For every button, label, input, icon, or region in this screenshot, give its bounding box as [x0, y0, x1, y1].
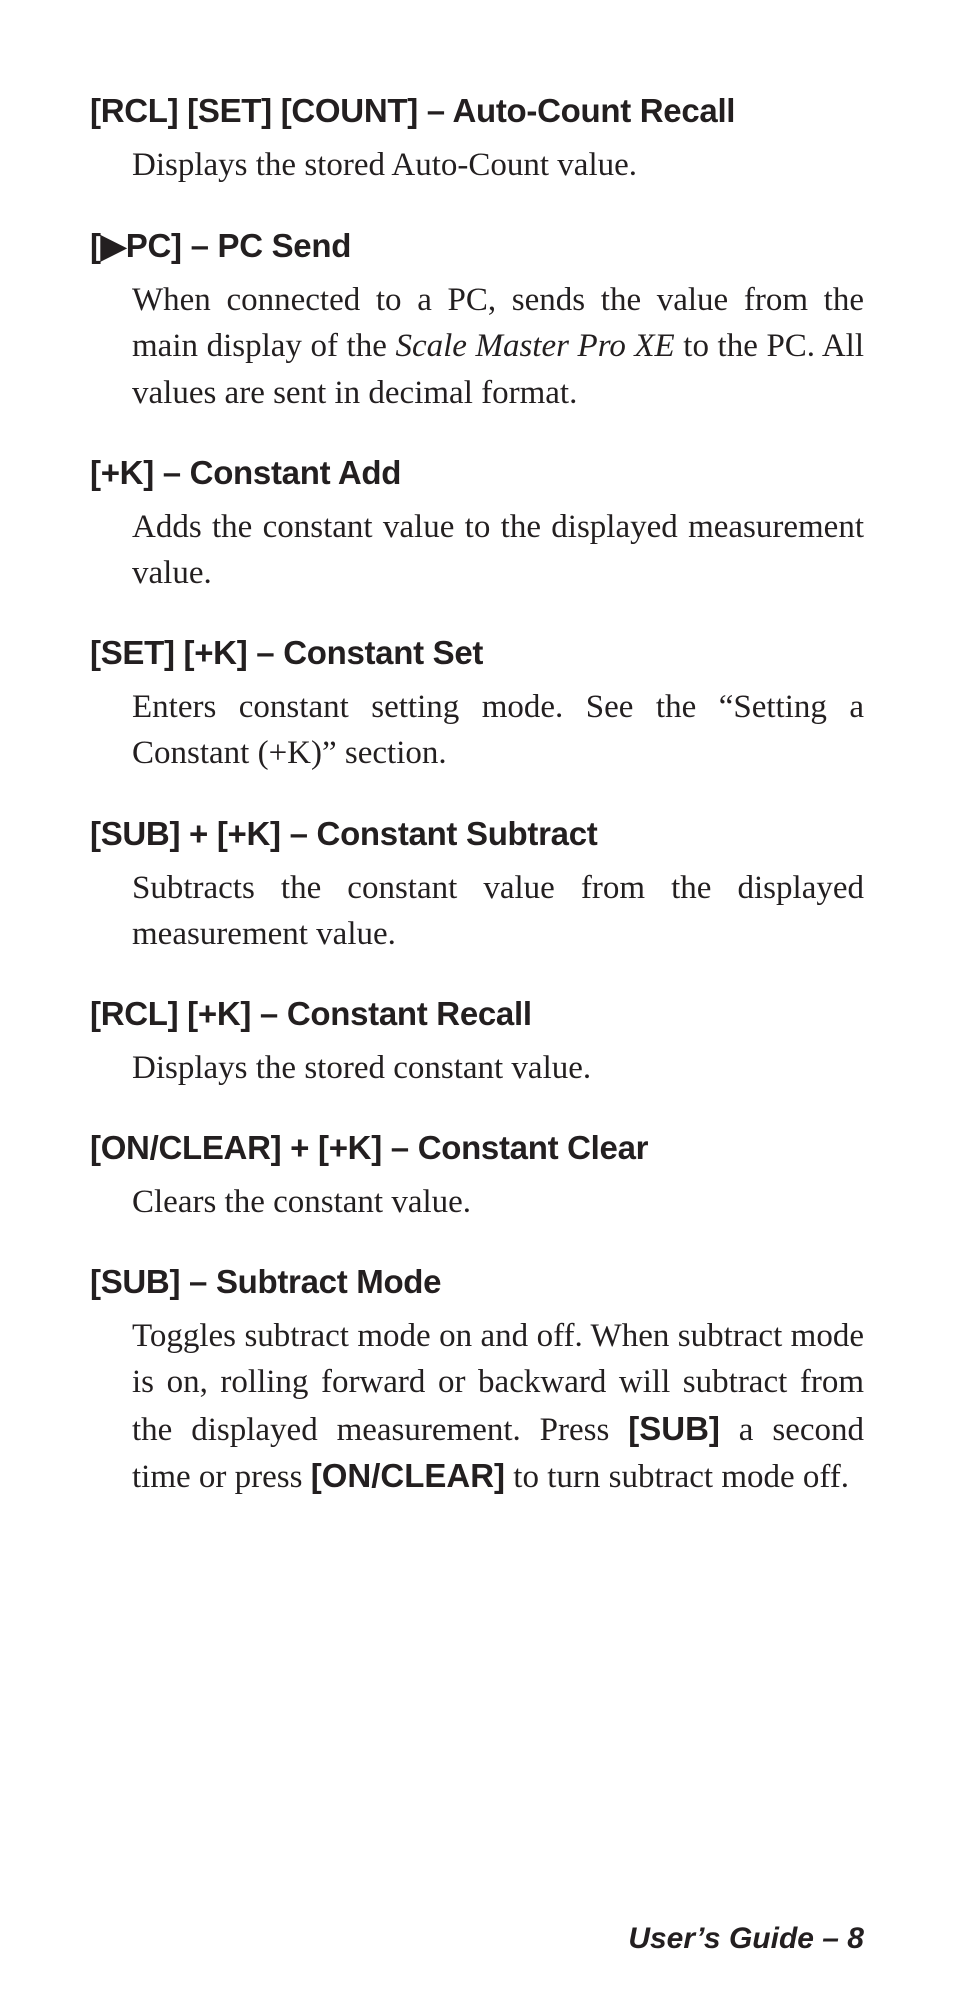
desc-part: Clears the constant value. — [132, 1184, 471, 1220]
entry-title: [+K] – Constant Add — [90, 454, 864, 492]
desc-part: [ON/CLEAR] — [311, 1457, 505, 1494]
entry: [ON/CLEAR] + [+K] – Constant Clear Clears… — [90, 1129, 864, 1225]
entry-description: Displays the stored constant value. — [132, 1045, 864, 1091]
desc-part: Subtracts the constant value from the di… — [132, 870, 864, 952]
entry-title: [RCL] [SET] [COUNT] – Auto-Count Recall — [90, 92, 864, 130]
entry: [RCL] [+K] – Constant Recall Displays the… — [90, 995, 864, 1091]
entry-title: [SUB] – Subtract Mode — [90, 1263, 864, 1301]
entry-description: When connected to a PC, sends the value … — [132, 277, 864, 416]
entry-title: [SET] [+K] – Constant Set — [90, 634, 864, 672]
desc-part: to turn subtract mode off. — [505, 1459, 849, 1495]
desc-part: Scale Master Pro XE — [395, 328, 674, 364]
desc-part: Adds the constant value to the displayed… — [132, 509, 864, 591]
document-content: [RCL] [SET] [COUNT] – Auto-Count Recall D… — [90, 92, 864, 1500]
entry-title: [ON/CLEAR] + [+K] – Constant Clear — [90, 1129, 864, 1167]
entry: [RCL] [SET] [COUNT] – Auto-Count Recall D… — [90, 92, 864, 188]
entry: [+K] – Constant Add Adds the constant val… — [90, 454, 864, 596]
entry-description: Adds the constant value to the displayed… — [132, 504, 864, 596]
entry: [SET] [+K] – Constant Set Enters constant… — [90, 634, 864, 776]
page-footer: User’s Guide – 8 — [628, 1922, 864, 1956]
entry-description: Subtracts the constant value from the di… — [132, 865, 864, 957]
entry: [SUB] – Subtract Mode Toggles subtract mo… — [90, 1263, 864, 1500]
desc-part: Displays the stored Auto-Count value. — [132, 147, 637, 183]
entry-description: Clears the constant value. — [132, 1179, 864, 1225]
entry-description: Enters constant setting mode. See the “S… — [132, 684, 864, 776]
entry: [SUB] + [+K] – Constant Subtract Subtract… — [90, 815, 864, 957]
entry: [▶PC] – PC Send When connected to a PC, s… — [90, 226, 864, 416]
desc-part: Enters constant setting mode. See the “S… — [132, 689, 864, 771]
entry-title: [SUB] + [+K] – Constant Subtract — [90, 815, 864, 853]
entry-description: Toggles subtract mode on and off. When s… — [132, 1313, 864, 1500]
entry-description: Displays the stored Auto-Count value. — [132, 142, 864, 188]
entry-title: [RCL] [+K] – Constant Recall — [90, 995, 864, 1033]
desc-part: [SUB] — [628, 1410, 720, 1447]
desc-part: Displays the stored constant value. — [132, 1050, 591, 1086]
entry-title: [▶PC] – PC Send — [90, 226, 864, 265]
